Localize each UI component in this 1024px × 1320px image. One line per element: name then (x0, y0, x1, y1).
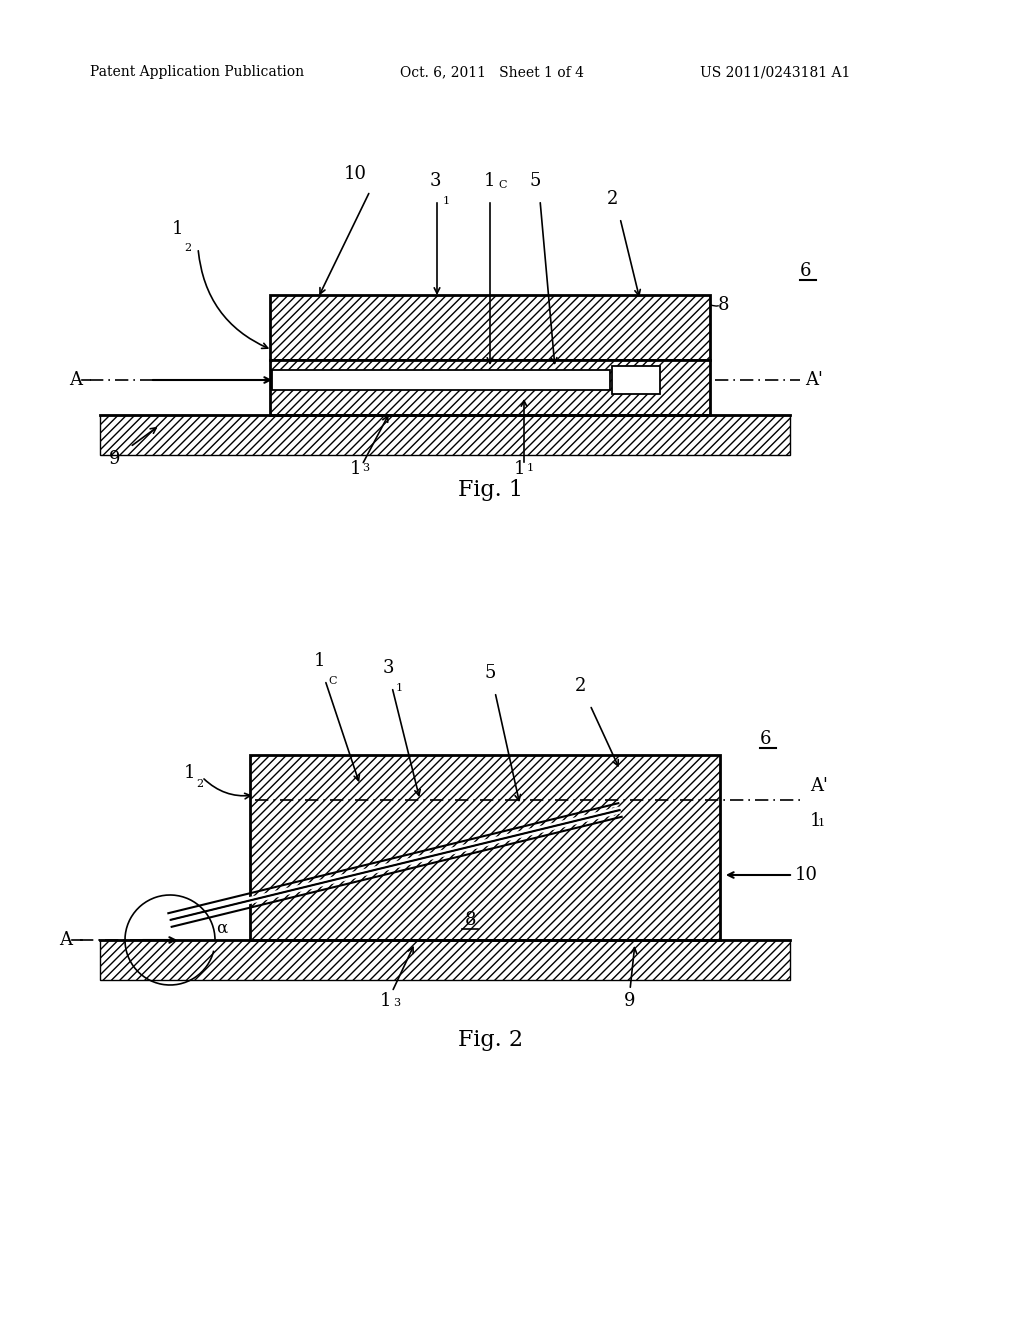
Text: Oct. 6, 2011   Sheet 1 of 4: Oct. 6, 2011 Sheet 1 of 4 (400, 65, 584, 79)
Text: 1: 1 (443, 195, 451, 206)
Text: Fig. 1: Fig. 1 (458, 479, 522, 502)
Text: 3: 3 (429, 172, 440, 190)
Text: 1: 1 (810, 812, 821, 830)
Text: Patent Application Publication: Patent Application Publication (90, 65, 304, 79)
Text: A': A' (810, 777, 827, 795)
Bar (612, 366, 660, 393)
Text: 1: 1 (171, 220, 183, 238)
Polygon shape (169, 807, 621, 924)
Text: 1: 1 (818, 818, 825, 828)
Text: US 2011/0243181 A1: US 2011/0243181 A1 (700, 65, 850, 79)
Text: α: α (216, 920, 227, 936)
Text: 8: 8 (718, 296, 729, 314)
Text: 1: 1 (349, 459, 360, 478)
Text: 5: 5 (529, 172, 541, 190)
Text: 2: 2 (196, 779, 203, 789)
Text: 1: 1 (314, 652, 326, 671)
Text: A': A' (805, 371, 823, 389)
Bar (270, 360, 710, 414)
Text: 6: 6 (760, 730, 771, 748)
Text: 10: 10 (795, 866, 818, 884)
Text: 10: 10 (343, 165, 367, 183)
Text: 2: 2 (606, 190, 617, 209)
Text: 1: 1 (484, 172, 496, 190)
Text: C: C (498, 180, 507, 190)
Text: 1: 1 (379, 993, 391, 1010)
Text: 1: 1 (514, 459, 525, 478)
Text: 1: 1 (527, 463, 535, 473)
Text: 3: 3 (393, 998, 400, 1008)
Text: 3: 3 (362, 463, 369, 473)
Bar (272, 370, 610, 389)
Text: 1: 1 (183, 764, 195, 781)
Text: 8: 8 (464, 911, 476, 929)
Text: C: C (328, 676, 337, 686)
Bar (250, 755, 720, 940)
Text: A: A (69, 371, 82, 389)
Text: 2: 2 (184, 243, 191, 253)
Text: 5: 5 (484, 664, 496, 682)
Text: Fig. 2: Fig. 2 (458, 1030, 522, 1051)
Bar (100, 414, 790, 455)
Text: 2: 2 (574, 677, 586, 696)
Text: 1: 1 (396, 682, 403, 693)
Text: 3: 3 (382, 659, 394, 677)
Bar (270, 294, 710, 360)
Text: A: A (59, 931, 72, 949)
Text: 9: 9 (625, 993, 636, 1010)
Bar (100, 940, 790, 979)
Text: 9: 9 (110, 450, 121, 469)
Text: 6: 6 (800, 261, 811, 280)
